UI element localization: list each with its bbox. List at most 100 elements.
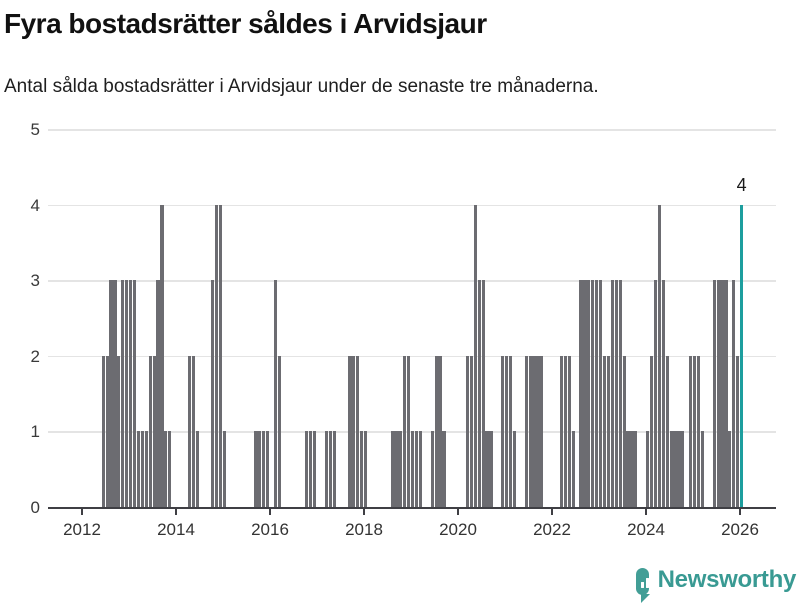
bar	[473, 204, 477, 507]
x-axis-tick	[551, 508, 553, 515]
bar	[610, 280, 614, 507]
bar	[579, 280, 583, 507]
x-axis-tick	[81, 508, 83, 515]
x-axis-line	[48, 507, 776, 509]
bar	[712, 280, 716, 507]
bar	[681, 431, 685, 507]
bar	[254, 431, 258, 507]
bar	[618, 280, 622, 507]
bar	[465, 355, 470, 507]
bar	[140, 431, 144, 507]
bar	[532, 355, 536, 507]
bar	[215, 204, 219, 507]
bar	[309, 431, 313, 507]
bar	[693, 355, 697, 507]
bar	[630, 431, 634, 507]
highlighted-bar	[740, 204, 744, 507]
bar	[160, 204, 164, 507]
bar	[132, 280, 137, 507]
logo-exclamation-icon	[655, 572, 658, 583]
bar	[360, 431, 364, 507]
bar	[720, 280, 724, 507]
gridline	[48, 355, 776, 358]
bar	[156, 280, 160, 507]
y-axis-tick-label: 5	[30, 120, 40, 139]
bar	[653, 280, 658, 507]
x-axis-tick	[457, 508, 459, 515]
highlight-value-label: 4	[736, 174, 747, 195]
bar	[700, 431, 705, 507]
x-axis-tick-label: 2012	[63, 520, 101, 539]
bar	[489, 431, 493, 507]
chart-title: Fyra bostadsrätter såldes i Arvidsjaur	[4, 8, 487, 39]
bar	[540, 355, 544, 507]
gridline	[48, 280, 776, 282]
logo-speech-tail	[641, 593, 650, 603]
x-axis-tick	[739, 508, 741, 515]
bar	[430, 431, 434, 507]
bar	[407, 355, 411, 507]
y-axis-tick-label: 3	[30, 271, 40, 291]
gridline	[48, 129, 776, 131]
bar	[328, 431, 332, 507]
newsworthy-logo-icon	[636, 567, 658, 603]
bar	[563, 355, 567, 507]
bar	[266, 431, 270, 507]
bar	[352, 355, 356, 507]
bar	[273, 280, 278, 507]
bar	[442, 431, 446, 507]
bar	[164, 431, 168, 507]
bar	[277, 355, 282, 507]
chart-subtitle: Antal sålda bostadsrätter i Arvidsjaur u…	[4, 76, 599, 97]
bar	[571, 431, 575, 507]
bar	[219, 204, 223, 507]
bar	[356, 355, 360, 507]
gridline	[48, 204, 776, 207]
bar	[348, 355, 352, 507]
bar	[512, 431, 517, 507]
bar	[649, 355, 654, 507]
y-axis-tick-label: 1	[30, 422, 40, 442]
x-axis-tick-label: 2026	[721, 520, 759, 539]
bar	[477, 280, 481, 507]
y-axis-tick-label: 4	[30, 195, 40, 215]
x-axis-tick	[645, 508, 647, 515]
x-axis-tick-label: 2016	[251, 520, 289, 539]
bar	[626, 431, 630, 507]
x-axis-tick-label: 2018	[345, 520, 383, 539]
bar	[724, 280, 728, 507]
bar	[324, 431, 329, 507]
logo-bar-icon	[650, 581, 653, 588]
bar	[403, 355, 407, 507]
x-axis-tick-label: 2024	[627, 520, 665, 539]
bar	[508, 355, 513, 507]
logo-bar-icon	[645, 577, 649, 588]
bar	[661, 280, 665, 507]
bar	[606, 355, 611, 507]
logo-bar-icon	[641, 581, 644, 588]
bar	[101, 355, 105, 507]
bar	[434, 355, 438, 507]
bar	[411, 431, 415, 507]
bar	[258, 431, 262, 507]
bar	[528, 355, 532, 507]
bar	[501, 355, 505, 507]
bar	[524, 355, 528, 507]
bar	[736, 355, 740, 507]
bar	[673, 431, 677, 507]
bar	[121, 280, 125, 507]
bar	[113, 280, 117, 507]
bar	[262, 431, 266, 507]
bar	[665, 355, 669, 507]
bar	[614, 280, 618, 507]
bar	[599, 280, 603, 507]
bar	[125, 280, 129, 507]
x-axis-tick	[363, 508, 365, 515]
y-axis-tick-label: 0	[30, 498, 40, 517]
y-axis-tick-label: 2	[30, 346, 40, 366]
bar	[187, 355, 191, 507]
bar	[191, 355, 195, 507]
bar	[313, 431, 317, 507]
bar	[536, 355, 540, 507]
